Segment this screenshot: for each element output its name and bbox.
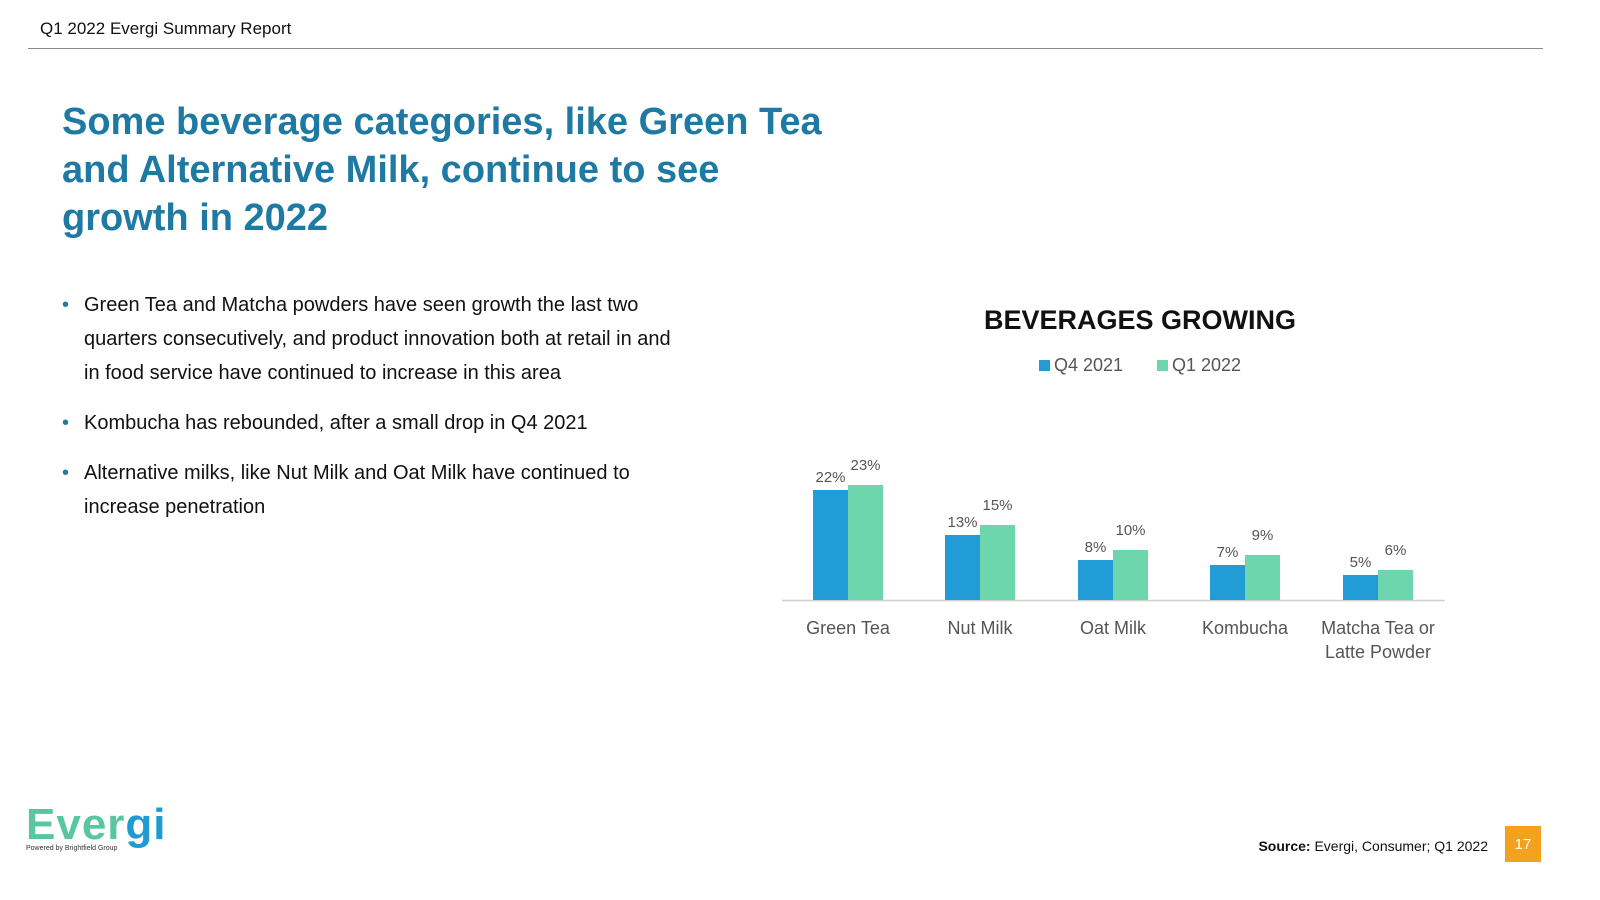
report-title: Q1 2022 Evergi Summary Report	[40, 19, 292, 38]
bullet-item: • Alternative milks, like Nut Milk and O…	[62, 456, 672, 524]
bullet-text: Kombucha has rebounded, after a small dr…	[84, 412, 588, 434]
bar-q1-2022	[1245, 555, 1280, 600]
source-text: Evergi, Consumer; Q1 2022	[1314, 838, 1488, 854]
bar-q4-2021	[1343, 575, 1378, 600]
bullet-list: • Green Tea and Matcha powders have seen…	[62, 288, 672, 540]
data-label: 6%	[1385, 542, 1407, 559]
category-label: Matcha Tea or Latte Powder	[1321, 618, 1435, 662]
page-number-badge: 17	[1505, 826, 1541, 862]
bar-q1-2022	[848, 485, 883, 600]
legend-item-q4-2021: Q4 2021	[1038, 355, 1123, 376]
legend-item-q1-2022: Q1 2022	[1157, 355, 1241, 376]
bar-q4-2021	[813, 490, 848, 600]
data-label: 9%	[1252, 527, 1274, 544]
category-label: Green Tea	[806, 618, 890, 638]
bullet-dot-icon: •	[62, 462, 70, 484]
legend-swatch-q1-2022	[1157, 360, 1168, 371]
bar-q1-2022	[980, 525, 1015, 600]
bar-q4-2021	[1078, 560, 1113, 600]
bullet-text: Alternative milks, like Nut Milk and Oat…	[84, 462, 630, 518]
evergi-logo: Evergi Powered by Brightfield Group	[26, 800, 167, 853]
data-label: 7%	[1217, 544, 1239, 561]
data-label: 23%	[850, 457, 880, 474]
bullet-item: • Kombucha has rebounded, after a small …	[62, 406, 672, 440]
bar-q1-2022	[1113, 550, 1148, 600]
legend-label: Q1 2022	[1172, 355, 1242, 375]
header-divider	[28, 48, 1543, 49]
source-label: Source:	[1258, 838, 1311, 854]
bullet-dot-icon: •	[62, 294, 70, 316]
category-label: Nut Milk	[947, 618, 1013, 638]
chart-title: BEVERAGES GROWING	[983, 305, 1297, 335]
category-label: Kombucha	[1201, 618, 1289, 638]
source-note: Source: Evergi, Consumer; Q1 2022	[1258, 838, 1488, 854]
data-label: 8%	[1085, 539, 1107, 556]
bullet-dot-icon: •	[62, 412, 70, 434]
legend-swatch-q4-2021	[1038, 360, 1050, 371]
legend-label: Q4 2021	[1053, 355, 1123, 375]
chart-legend: Q4 2021 Q1 2022	[900, 355, 1380, 376]
logo-tagline: Powered by Brightfield Group	[26, 845, 118, 852]
bullet-item: • Green Tea and Matcha powders have seen…	[62, 288, 672, 390]
data-label: 13%	[947, 514, 977, 531]
slide-headline: Some beverage categories, like Green Tea…	[62, 101, 822, 239]
data-label: 15%	[982, 497, 1012, 514]
category-label: Oat Milk	[1079, 618, 1146, 638]
bar-q1-2022	[1378, 570, 1413, 600]
data-label: 10%	[1115, 522, 1145, 539]
data-label: 5%	[1350, 554, 1372, 571]
bar-q4-2021	[945, 535, 980, 600]
data-label: 22%	[815, 469, 845, 486]
bar-chart: 22% 23% 13% 15% 8% 10% 7% 9% 5% 6%	[782, 457, 1445, 602]
logo-wordmark: Evergi	[26, 800, 167, 849]
bar-q4-2021	[1210, 565, 1245, 600]
bullet-text: Green Tea and Matcha powders have seen g…	[84, 294, 671, 384]
